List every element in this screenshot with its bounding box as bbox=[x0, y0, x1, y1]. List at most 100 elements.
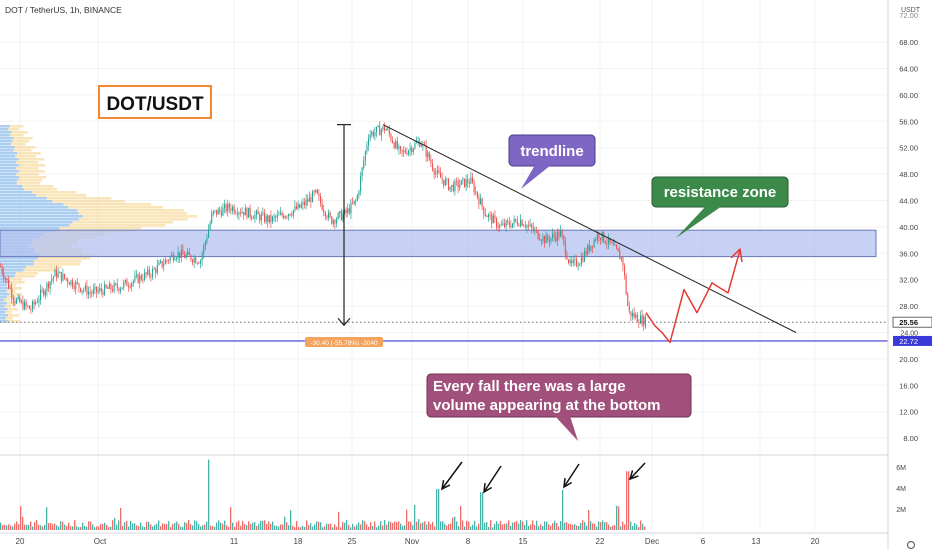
volume-bar bbox=[366, 524, 368, 530]
profile-bar-down bbox=[18, 158, 45, 161]
volume-bar bbox=[204, 524, 206, 530]
candle-body bbox=[172, 254, 174, 261]
candle-body bbox=[267, 215, 269, 223]
candle-body bbox=[38, 299, 40, 303]
candle-body bbox=[584, 251, 586, 262]
volume-bar bbox=[412, 525, 414, 530]
volume-bar bbox=[56, 525, 58, 530]
volume-bar bbox=[372, 526, 374, 530]
candle-body bbox=[481, 198, 483, 207]
candle-body bbox=[92, 289, 94, 294]
candle-body bbox=[161, 261, 163, 267]
volume-bar bbox=[326, 523, 328, 530]
profile-bar-up bbox=[0, 140, 13, 143]
volume-bar bbox=[72, 526, 74, 530]
volume-bar bbox=[62, 521, 64, 530]
profile-bar-up bbox=[0, 263, 34, 266]
volume-bar bbox=[506, 523, 508, 530]
price-tick-label: 12.00 bbox=[899, 408, 918, 417]
candle-body bbox=[552, 234, 554, 238]
trendline-callout-box[interactable] bbox=[508, 134, 596, 167]
candle-body bbox=[110, 283, 112, 290]
volume-bar bbox=[10, 525, 12, 530]
volume-bar bbox=[480, 492, 482, 530]
volume-bar bbox=[212, 526, 214, 530]
candle-body bbox=[512, 223, 514, 228]
measure-tool[interactable]: -30.40 (-55.78%) -3040 bbox=[305, 123, 383, 347]
volume-bar bbox=[228, 526, 230, 530]
candle-body bbox=[150, 275, 152, 277]
volume-bar bbox=[472, 524, 474, 530]
volume-bar bbox=[516, 520, 518, 530]
profile-bar-down bbox=[12, 140, 30, 143]
candle-body bbox=[369, 134, 371, 139]
price-tick-top: 72.00 bbox=[899, 11, 918, 20]
candle-body bbox=[529, 224, 531, 226]
candle-body bbox=[44, 290, 46, 296]
volume-bar bbox=[60, 521, 62, 530]
volume-bar bbox=[106, 524, 108, 530]
volume-bar bbox=[634, 523, 636, 530]
profile-bar-up bbox=[0, 302, 8, 305]
candle-body bbox=[195, 257, 197, 263]
trendline[interactable] bbox=[382, 124, 797, 333]
volume-bar bbox=[64, 524, 66, 530]
projection-path[interactable] bbox=[645, 249, 741, 344]
profile-bar-up bbox=[0, 212, 79, 215]
candle-body bbox=[545, 235, 547, 244]
candle-body bbox=[419, 141, 421, 147]
candle-body bbox=[70, 280, 72, 285]
candle-body bbox=[630, 311, 632, 317]
volume-bar bbox=[240, 525, 242, 530]
candle-body bbox=[500, 224, 502, 226]
candle-body bbox=[352, 202, 354, 204]
candle-body bbox=[123, 282, 125, 288]
volume-bar bbox=[564, 522, 566, 530]
profile-bar-up bbox=[0, 125, 10, 128]
candle-body bbox=[566, 254, 568, 260]
profile-bar-down bbox=[7, 308, 18, 311]
volume-bar bbox=[456, 521, 458, 530]
candle-body bbox=[595, 239, 597, 241]
candle-body bbox=[382, 126, 384, 130]
candle-body bbox=[33, 301, 35, 305]
candle-body bbox=[547, 235, 549, 240]
volume-bar bbox=[416, 521, 418, 530]
profile-bar-up bbox=[0, 152, 18, 155]
volume-bar bbox=[306, 520, 308, 530]
candle-body bbox=[619, 251, 621, 260]
price-tick-label: 44.00 bbox=[899, 197, 918, 206]
candle-body bbox=[252, 218, 254, 219]
candle-body bbox=[179, 252, 181, 258]
gear-icon[interactable] bbox=[906, 540, 916, 550]
volume-bar bbox=[130, 520, 132, 530]
resistance-zone-band[interactable] bbox=[0, 229, 877, 258]
volume-bar bbox=[206, 521, 208, 530]
candle-body bbox=[180, 249, 182, 258]
projection-arrowhead-shape bbox=[730, 248, 743, 263]
volume-bar bbox=[458, 526, 460, 530]
volume-bar bbox=[222, 523, 224, 530]
candle-body bbox=[248, 207, 250, 218]
volume-bar bbox=[150, 524, 152, 530]
candle-body bbox=[224, 204, 226, 208]
volume-bar bbox=[380, 521, 382, 530]
candle-body bbox=[555, 236, 557, 241]
candle-body bbox=[451, 184, 453, 187]
candle-body bbox=[497, 227, 499, 228]
candle-body bbox=[588, 244, 590, 251]
candle-body bbox=[580, 257, 582, 265]
volume-bar bbox=[162, 523, 164, 530]
profile-bar-down bbox=[46, 197, 112, 200]
candle-body bbox=[52, 276, 54, 280]
candle-body bbox=[560, 230, 562, 237]
candle-body bbox=[214, 210, 216, 211]
volume-bar bbox=[590, 521, 592, 530]
volume-bar bbox=[444, 523, 446, 530]
profile-bar-up bbox=[0, 308, 8, 311]
volume-bar bbox=[168, 521, 170, 530]
volume-bar bbox=[186, 523, 188, 530]
volume-bar bbox=[148, 521, 150, 530]
